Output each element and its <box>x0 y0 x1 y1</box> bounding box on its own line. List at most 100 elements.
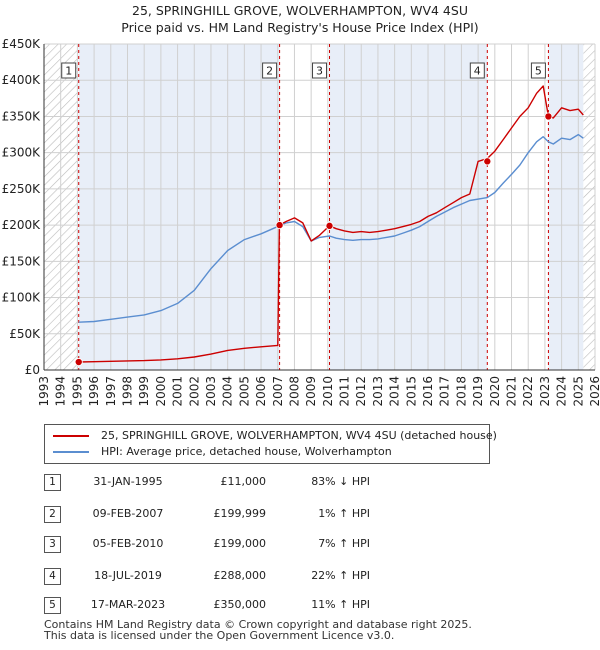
x-tick-label: 1998 <box>120 376 134 407</box>
table-row: 2 09-FEB-2007 £199,999 1% ↑ HPI <box>44 506 444 526</box>
sale-hpi-diff: 7% ↑ HPI <box>318 537 370 550</box>
x-tick-label: 2005 <box>237 376 251 407</box>
x-tick-label: 2018 <box>454 376 468 407</box>
x-tick-label: 2022 <box>521 376 535 407</box>
legend-item-property: 25, SPRINGHILL GROVE, WOLVERHAMPTON, WV4… <box>53 428 497 444</box>
x-tick-label: 1995 <box>70 376 84 407</box>
chart-legend: 25, SPRINGHILL GROVE, WOLVERHAMPTON, WV4… <box>44 424 497 464</box>
no-data-hatch <box>583 44 595 370</box>
x-tick-label: 2010 <box>321 376 335 407</box>
x-tick-label: 2013 <box>371 376 385 407</box>
attribution-line-2: This data is licensed under the Open Gov… <box>44 629 395 642</box>
sale-marker-number: 3 <box>316 65 323 78</box>
sale-date: 09-FEB-2007 <box>92 507 164 520</box>
x-tick-label: 1997 <box>104 376 118 407</box>
sale-price: £199,000 <box>213 537 267 550</box>
sale-date: 17-MAR-2023 <box>90 598 166 611</box>
x-tick-label: 1996 <box>87 376 101 407</box>
y-tick-label: £350K <box>2 109 42 123</box>
x-tick-label: 2001 <box>171 376 185 407</box>
legend-label-property: 25, SPRINGHILL GROVE, WOLVERHAMPTON, WV4… <box>101 429 497 442</box>
table-row: 1 31-JAN-1995 £11,000 83% ↓ HPI <box>44 474 444 494</box>
hpi-line <box>78 133 584 323</box>
sale-price: £199,999 <box>213 507 267 520</box>
y-tick-label: £50K <box>9 327 41 341</box>
sale-point <box>483 157 492 166</box>
sale-number-badge: 3 <box>44 536 61 553</box>
x-tick-label: 1999 <box>137 376 151 407</box>
x-tick-label: 2016 <box>421 376 435 407</box>
ownership-shade <box>548 44 584 370</box>
price-chart: £0 £50K £100K £150K £200K £250K £300K £350K £400… <box>2 37 600 407</box>
sale-point <box>74 358 83 367</box>
x-tick-label: 2025 <box>571 376 585 407</box>
x-tick-label: 2006 <box>254 376 268 407</box>
x-tick-label: 2009 <box>304 376 318 407</box>
y-tick-label: £100K <box>2 291 42 305</box>
sale-point <box>544 112 553 121</box>
sale-price: £350,000 <box>213 598 267 611</box>
x-tick-label: 2019 <box>471 376 485 407</box>
x-tick-label: 2011 <box>338 376 352 407</box>
x-tick-label: 2021 <box>505 376 519 407</box>
x-tick-label: 2003 <box>204 376 218 407</box>
table-row: 3 05-FEB-2010 £199,000 7% ↑ HPI <box>44 536 444 556</box>
sale-point <box>275 221 284 230</box>
sale-date: 05-FEB-2010 <box>92 537 164 550</box>
chart-title-line1: 25, SPRINGHILL GROVE, WOLVERHAMPTON, WV4… <box>132 3 468 18</box>
ownership-shade <box>329 44 488 370</box>
sale-price: £11,000 <box>220 475 267 488</box>
x-tick-label: 2015 <box>404 376 418 407</box>
y-tick-label: £300K <box>2 146 42 160</box>
sale-marker-number: 4 <box>474 65 481 78</box>
y-tick-label: £400K <box>2 73 42 87</box>
legend-swatch-hpi <box>53 451 89 453</box>
x-tick-label: 2004 <box>221 376 235 407</box>
x-tick-label: 2014 <box>388 376 402 407</box>
sale-number-badge: 4 <box>44 568 61 585</box>
x-tick-label: 2020 <box>488 376 502 407</box>
sale-marker-box <box>530 62 546 79</box>
sale-marker-number: 1 <box>65 65 72 78</box>
y-tick-label: £200K <box>2 218 42 232</box>
sale-marker-box <box>312 62 328 79</box>
x-tick-label: 2024 <box>555 376 569 407</box>
legend-label-hpi: HPI: Average price, detached house, Wolv… <box>101 445 392 458</box>
sale-hpi-diff: 83% ↓ HPI <box>311 475 370 488</box>
attribution-footer: Contains HM Land Registry data © Crown c… <box>44 619 472 641</box>
x-tick-label: 2012 <box>354 376 368 407</box>
legend-item-hpi: HPI: Average price, detached house, Wolv… <box>53 444 392 460</box>
sale-marker-number: 2 <box>266 65 273 78</box>
y-tick-label: £250K <box>2 182 42 196</box>
y-tick-label: £0 <box>25 363 40 377</box>
x-tick-label: 1993 <box>37 376 51 407</box>
sale-marker-box <box>262 62 278 79</box>
sale-hpi-diff: 11% ↑ HPI <box>311 598 370 611</box>
x-tick-label: 1994 <box>54 376 68 407</box>
x-tick-label: 2026 <box>588 376 600 407</box>
legend-swatch-property <box>53 435 89 437</box>
sale-marker-box <box>61 62 77 79</box>
sale-hpi-diff: 1% ↑ HPI <box>318 507 370 520</box>
x-tick-label: 2000 <box>154 376 168 407</box>
sale-marker-number: 5 <box>535 65 542 78</box>
property-price-line <box>78 85 584 363</box>
x-tick-label: 2008 <box>287 376 301 407</box>
chart-subtitle: Price paid vs. HM Land Registry's House … <box>121 20 479 35</box>
chart-title: 25, SPRINGHILL GROVE, WOLVERHAMPTON, WV4… <box>0 2 600 36</box>
table-row: 5 17-MAR-2023 £350,000 11% ↑ HPI <box>44 597 444 617</box>
sale-marker-box <box>469 62 485 79</box>
sale-date: 31-JAN-1995 <box>93 475 163 488</box>
sale-point <box>325 221 334 230</box>
y-tick-label: £450K <box>2 37 42 51</box>
ownership-shade <box>78 44 280 370</box>
sale-number-badge: 2 <box>44 506 61 523</box>
x-tick-label: 2007 <box>271 376 285 407</box>
sale-number-badge: 5 <box>44 597 61 614</box>
sale-number-badge: 1 <box>44 474 61 491</box>
sale-date: 18-JUL-2019 <box>94 569 162 582</box>
sale-hpi-diff: 22% ↑ HPI <box>311 569 370 582</box>
y-tick-label: £150K <box>2 254 42 268</box>
x-tick-label: 2017 <box>438 376 452 407</box>
x-tick-label: 2002 <box>187 376 201 407</box>
